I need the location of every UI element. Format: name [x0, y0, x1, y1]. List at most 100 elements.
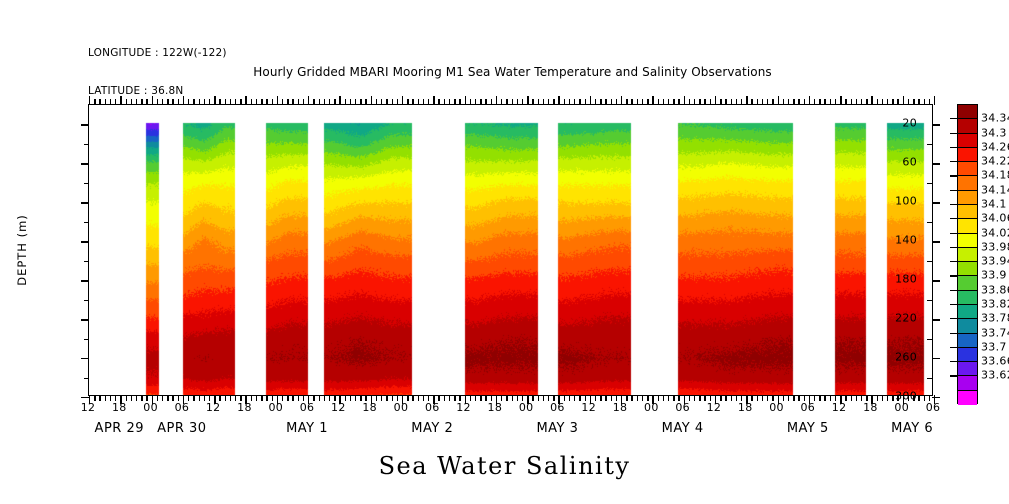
x-tick-top [819, 99, 821, 105]
x-tick [751, 395, 753, 401]
x-tick [761, 395, 764, 401]
y-tick-right [927, 221, 932, 224]
x-tick [725, 395, 727, 401]
x-tick-top [229, 99, 232, 105]
x-tick-top [318, 99, 320, 105]
colorbar-label: 33.9 [981, 268, 1007, 282]
colorbar-label: 33.78 [981, 311, 1009, 325]
x-tick [589, 395, 592, 404]
variable-title: Sea Water Salinity [378, 452, 631, 480]
x-tick-top [704, 99, 706, 105]
x-tick [819, 395, 821, 401]
x-tick-top [349, 99, 352, 105]
y-tick [81, 280, 89, 282]
x-tick [276, 395, 279, 404]
x-tick [459, 395, 461, 401]
x-tick-top [208, 99, 211, 105]
x-tick-top [647, 99, 649, 105]
y-tick [84, 260, 89, 263]
x-tick [657, 395, 659, 401]
x-tick-top [344, 99, 346, 105]
x-tick-top [532, 99, 534, 105]
x-tick-top [177, 99, 180, 105]
chart-title-text: Hourly Gridded MBARI Mooring M1 Sea Wate… [253, 65, 772, 79]
x-tick [767, 395, 769, 401]
x-tick [694, 395, 696, 401]
y-tick-right [927, 143, 932, 146]
x-tick-top [683, 96, 686, 105]
x-tick-label: 18 [612, 401, 628, 414]
colorbar-band [958, 304, 977, 320]
colorbar-tick [950, 318, 957, 320]
x-tick [438, 395, 440, 401]
x-tick [130, 395, 133, 401]
x-tick [793, 395, 795, 401]
x-tick [422, 395, 425, 401]
y-tick [84, 182, 89, 185]
x-tick-top [907, 99, 910, 105]
x-tick [313, 395, 315, 401]
x-tick-top [495, 96, 498, 105]
x-tick [355, 395, 357, 401]
x-day-label: MAY 3 [536, 421, 579, 436]
x-tick [532, 395, 534, 401]
x-tick [308, 395, 310, 404]
x-tick [892, 395, 894, 401]
x-tick-top [422, 99, 425, 105]
x-tick [714, 395, 717, 404]
x-tick [548, 395, 550, 401]
y-tick [81, 163, 89, 165]
x-tick-top [594, 99, 597, 105]
x-tick [918, 395, 920, 401]
x-tick-top [433, 96, 435, 105]
y-tick-right [932, 319, 940, 321]
x-tick-top [339, 96, 341, 105]
x-tick-label: 12 [331, 401, 346, 414]
x-tick [214, 395, 216, 404]
x-tick-top [167, 99, 169, 105]
x-tick-top [746, 96, 748, 105]
x-tick-top [688, 99, 691, 105]
x-tick [688, 395, 691, 401]
colorbar-tick [950, 189, 957, 191]
x-tick [902, 395, 905, 404]
x-tick-top [871, 96, 873, 105]
y-tick-right [927, 299, 932, 302]
x-tick-top [188, 99, 190, 105]
x-tick [448, 395, 451, 401]
x-tick-top [428, 99, 430, 105]
x-tick-label: 00 [644, 401, 659, 414]
x-tick-top [292, 99, 294, 105]
x-tick [365, 395, 367, 401]
colorbar-band [958, 190, 977, 205]
x-tick [490, 395, 493, 401]
x-tick-top [328, 99, 331, 105]
x-tick-top [438, 99, 440, 105]
x-tick [501, 395, 503, 401]
x-tick [855, 395, 858, 401]
x-tick [229, 395, 232, 401]
x-tick-label: 06 [174, 401, 190, 414]
x-tick-label: 00 [268, 401, 284, 414]
x-tick-label: 18 [362, 401, 377, 414]
x-tick-top [667, 99, 670, 105]
colorbar-band [958, 376, 977, 391]
y-tick-right [932, 202, 940, 204]
y-tick [84, 299, 89, 302]
x-tick [115, 395, 117, 401]
x-tick [381, 395, 383, 401]
x-tick [866, 395, 868, 401]
x-tick-top [94, 99, 96, 105]
x-tick [193, 395, 195, 401]
x-tick [667, 395, 670, 401]
x-tick [798, 395, 800, 401]
x-tick-label: 06 [800, 401, 816, 414]
colorbar-label: 34.3 [981, 126, 1007, 140]
x-tick [125, 395, 127, 401]
y-tick-right [932, 124, 940, 126]
x-tick-top [417, 99, 419, 105]
x-tick-top [777, 96, 779, 105]
x-tick [584, 395, 586, 401]
colorbar-label: 33.74 [981, 326, 1009, 340]
x-tick-top [709, 99, 712, 105]
